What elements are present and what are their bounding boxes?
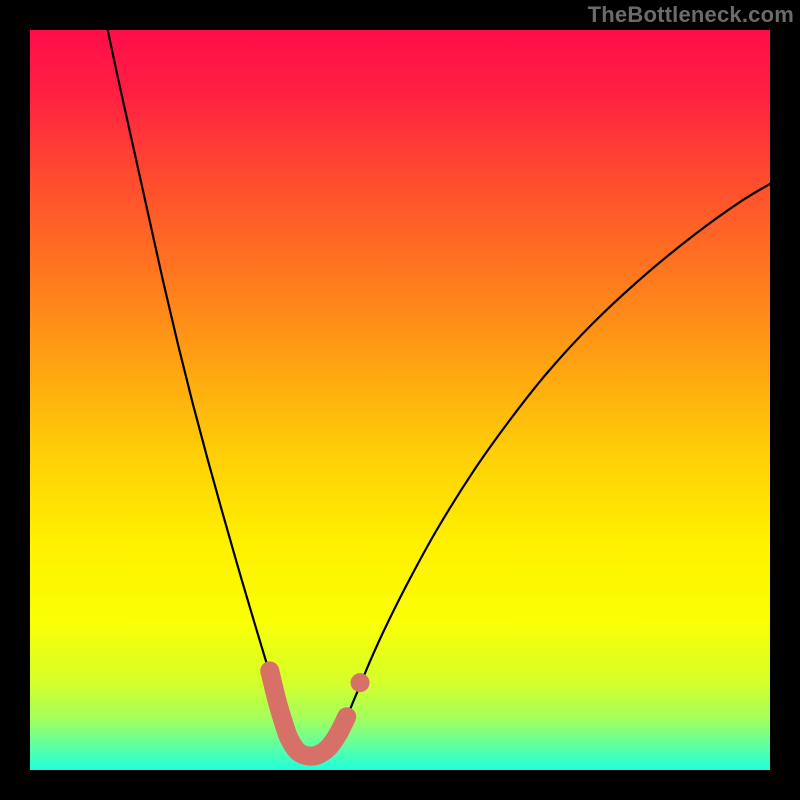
- bottleneck-chart: [0, 0, 800, 800]
- plot-area: [30, 30, 770, 770]
- chart-container: TheBottleneck.com: [0, 0, 800, 800]
- watermark-text: TheBottleneck.com: [588, 2, 794, 28]
- highlight-dot: [351, 673, 370, 692]
